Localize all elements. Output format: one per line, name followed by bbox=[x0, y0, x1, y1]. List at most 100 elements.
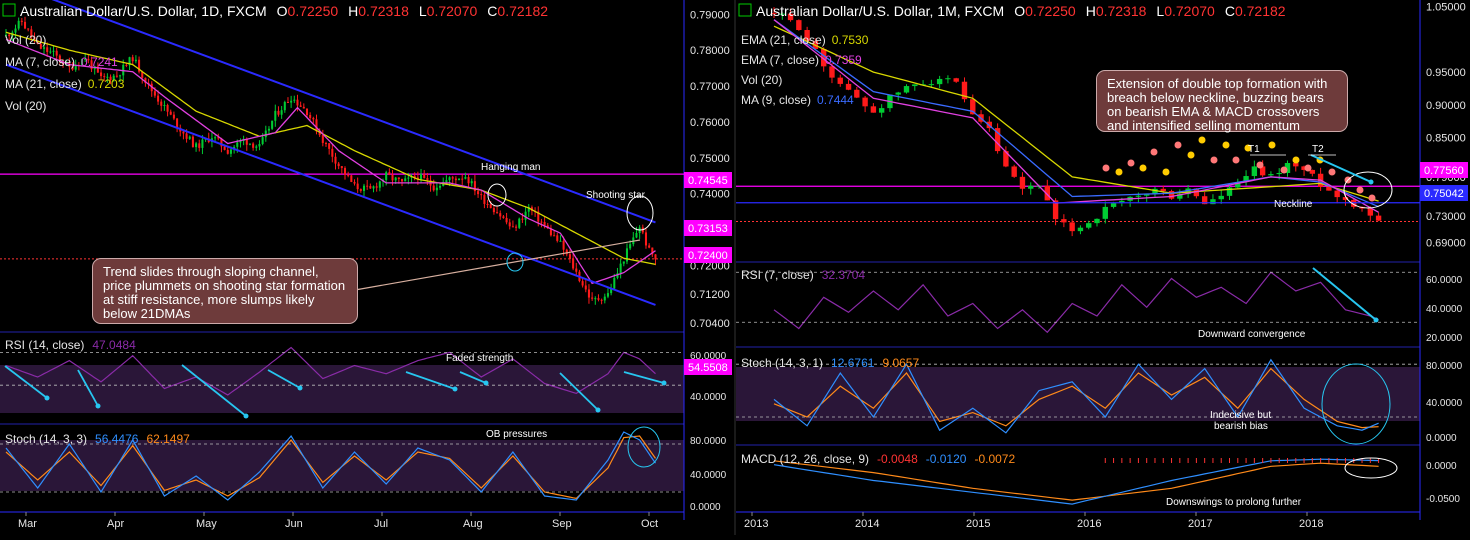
right-candle-body bbox=[1375, 215, 1382, 221]
left-candle-body bbox=[372, 186, 375, 189]
right-header-c: 0.72182 bbox=[1235, 3, 1286, 19]
left-subpanel-band bbox=[0, 365, 684, 413]
right-price-arrowhead bbox=[1368, 179, 1374, 185]
right-candle-body bbox=[912, 84, 918, 87]
right-header-title: Australian Dollar/U.S. Dollar, 1M, FXCM bbox=[756, 3, 1004, 19]
left-candle-body bbox=[286, 101, 290, 103]
right-candle-body bbox=[845, 83, 852, 90]
right-candle-body bbox=[1160, 188, 1166, 192]
left-candle-body bbox=[343, 168, 347, 175]
left-candle-body bbox=[182, 131, 185, 134]
left-candle-body bbox=[483, 194, 486, 204]
left-candle-body bbox=[236, 142, 239, 147]
left-hanging-man-circle bbox=[487, 183, 507, 207]
left-candle-body bbox=[467, 177, 470, 184]
left-candle-body bbox=[153, 91, 156, 96]
panel-divider bbox=[734, 0, 736, 535]
left-candle-body bbox=[87, 58, 90, 61]
right-candle-body bbox=[1144, 194, 1150, 196]
left-candle-body bbox=[518, 218, 521, 228]
left-candle-body bbox=[280, 110, 283, 115]
left-y-tick-label: 0.74000 bbox=[690, 189, 730, 201]
right-legend-item: EMA (7, close) 0.7359 bbox=[741, 53, 862, 67]
right-price-circle bbox=[1343, 171, 1393, 209]
left-candle-body bbox=[261, 137, 264, 144]
left-hanging-man-label: Hanging man bbox=[481, 162, 540, 173]
right-rsi-line bbox=[773, 271, 1379, 334]
right-candle-body bbox=[1284, 163, 1291, 174]
left-candle-body bbox=[388, 172, 391, 175]
left-candle-body bbox=[163, 105, 166, 107]
right-candle-body bbox=[945, 78, 951, 80]
right-price-label-bg bbox=[1420, 162, 1468, 178]
left-candle-body bbox=[603, 296, 606, 301]
right-signal-dot bbox=[1210, 156, 1218, 164]
left-candle-body bbox=[400, 179, 404, 182]
left-candle-body bbox=[432, 185, 435, 191]
left-candle-body bbox=[473, 181, 476, 192]
right-candle-body bbox=[1003, 151, 1009, 167]
left-candle-body bbox=[594, 298, 597, 300]
left-ma21-line bbox=[5, 31, 656, 266]
left-header-title: Australian Dollar/U.S. Dollar, 1D, FXCM bbox=[20, 3, 267, 19]
left-y-tick-label: 0.76000 bbox=[690, 117, 730, 129]
right-y-tick-label: 0.85000 bbox=[1426, 133, 1466, 145]
right-candle-body bbox=[1293, 163, 1299, 167]
right-x-tick-label: 2016 bbox=[1077, 518, 1101, 530]
right-candle-body bbox=[829, 66, 835, 78]
left-candle-body bbox=[201, 139, 204, 148]
left-candle-body bbox=[616, 273, 619, 278]
left-candle-body bbox=[480, 194, 483, 196]
left-candle-body bbox=[71, 66, 74, 70]
left-candle-body bbox=[524, 211, 527, 220]
right-candle-body bbox=[1011, 166, 1017, 177]
left-candle-body bbox=[537, 211, 540, 222]
right-macd-signal-line bbox=[773, 460, 1379, 501]
right-candle-body bbox=[1019, 176, 1026, 189]
left-candle-body bbox=[169, 111, 172, 115]
left-legend-item: MA (21, close) 0.7203 bbox=[5, 77, 125, 91]
left-candle-body bbox=[413, 175, 416, 178]
left-candle-body bbox=[52, 50, 55, 52]
left-candle-body bbox=[625, 248, 629, 262]
left-sub-tick-label: 60.0000 bbox=[690, 351, 727, 362]
right-candle-body bbox=[1235, 181, 1241, 188]
right-sub-tick-label: 0.0000 bbox=[1426, 433, 1457, 444]
right-y-tick-label: 0.95000 bbox=[1426, 67, 1466, 79]
left-candle-body bbox=[283, 101, 286, 111]
left-header-l-label: L bbox=[419, 3, 427, 19]
right-candle-body bbox=[821, 48, 827, 67]
left-candle-body bbox=[521, 218, 524, 220]
left-candle-body bbox=[176, 118, 179, 128]
left-candle-body bbox=[489, 204, 492, 209]
left-candle-body bbox=[100, 72, 103, 77]
left-header-l: 0.72070 bbox=[427, 3, 478, 19]
left-candle-body bbox=[119, 75, 122, 77]
left-candle-body bbox=[334, 156, 337, 164]
left-candle-body bbox=[245, 138, 248, 145]
right-rsi-arrow bbox=[1312, 267, 1377, 321]
left-candle-body bbox=[448, 177, 451, 181]
left-header-h-label: H bbox=[348, 3, 358, 19]
left-candle-body bbox=[397, 177, 400, 180]
left-candle-body bbox=[337, 163, 340, 167]
right-candle-body bbox=[1218, 195, 1224, 200]
right-signal-dot bbox=[1102, 164, 1110, 172]
left-candle-body bbox=[543, 222, 546, 226]
right-candle-body bbox=[1342, 197, 1349, 200]
left-candle-body bbox=[613, 277, 616, 289]
left-candle-body bbox=[461, 178, 464, 180]
left-candle-body bbox=[575, 268, 578, 272]
left-candle-body bbox=[394, 177, 397, 181]
right-candle-body bbox=[1251, 166, 1258, 177]
left-candle-body bbox=[185, 133, 188, 139]
left-candle-body bbox=[610, 288, 613, 294]
left-rsi-arrowhead bbox=[243, 413, 249, 419]
left-candle-body bbox=[559, 240, 562, 242]
right-candle-body bbox=[903, 86, 910, 93]
left-candle-body bbox=[223, 146, 226, 150]
left-candle-body bbox=[644, 232, 648, 246]
right-stoch-circle bbox=[1321, 363, 1391, 445]
left-candle-body bbox=[416, 177, 419, 180]
left-header-c: 0.72182 bbox=[497, 3, 548, 19]
